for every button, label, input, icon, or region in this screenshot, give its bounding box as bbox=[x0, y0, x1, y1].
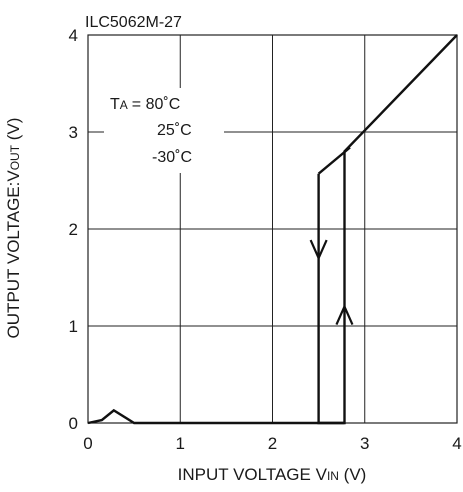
x-tick-label-0: 0 bbox=[83, 434, 92, 453]
y-tick-label-0: 0 bbox=[69, 414, 78, 433]
legend-entry-80: TA = 80˚C bbox=[110, 96, 180, 113]
tick-labels: 0 1 2 3 4 0 1 2 3 4 bbox=[69, 26, 462, 453]
x-tick-label-4: 4 bbox=[452, 434, 461, 453]
y-tick-label-1: 1 bbox=[69, 317, 78, 336]
legend-entry-25: 25˚C bbox=[157, 122, 192, 139]
hysteresis-arrows bbox=[309, 239, 354, 326]
y-tick-label-3: 3 bbox=[69, 123, 78, 142]
y-tick-label-2: 2 bbox=[69, 220, 78, 239]
x-tick-label-3: 3 bbox=[360, 434, 369, 453]
arrow-down-1 bbox=[309, 239, 328, 261]
arrow-up-2 bbox=[335, 303, 354, 326]
x-tick-label-1: 1 bbox=[176, 434, 185, 453]
legend: TA = 80˚C 25˚C -30˚C bbox=[104, 88, 224, 173]
y-axis-title: OUTPUT VOLTAGE:VOUT (V) bbox=[4, 118, 23, 339]
x-axis-title: INPUT VOLTAGE VIN (V) bbox=[178, 465, 367, 484]
chart-title: ILC5062M-27 bbox=[85, 14, 182, 31]
y-tick-label-4: 4 bbox=[69, 26, 78, 45]
series-line-2 bbox=[317, 173, 345, 425]
legend-background bbox=[104, 88, 224, 173]
x-tick-label-2: 2 bbox=[268, 434, 277, 453]
series-line-3 bbox=[317, 146, 351, 175]
legend-entry-minus30: -30˚C bbox=[152, 149, 192, 166]
